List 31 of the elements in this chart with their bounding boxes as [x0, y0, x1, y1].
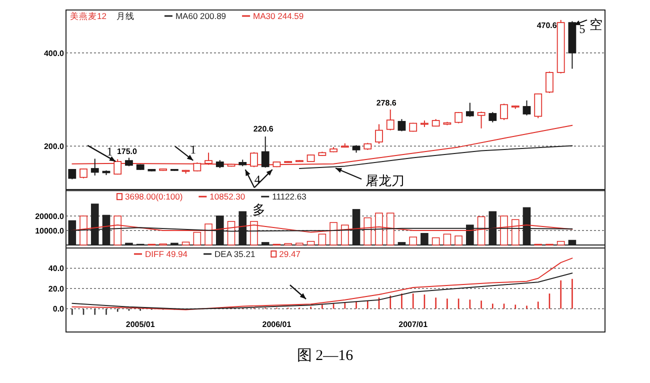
y-tick-label: 200.0 [44, 142, 65, 152]
annotation: 屠龙刀 [366, 173, 405, 188]
annotation: 1 [106, 144, 113, 158]
annotation: 空 [590, 17, 602, 32]
legend-label: MA60 200.89 [175, 11, 226, 21]
y-tick-label: 10000.0 [35, 226, 65, 236]
legend-label: 10852.30 [210, 192, 246, 202]
legend-label: DIFF 49.94 [145, 249, 188, 259]
annotation: 175.0 [116, 146, 138, 156]
annotation: 470.6 [536, 20, 558, 30]
y-tick-label: 20.0 [48, 284, 65, 294]
x-tick-label: 2005/01 [126, 320, 156, 329]
chart-subtitle: 月线 [116, 11, 134, 21]
legend-label: 11122.63 [272, 192, 307, 202]
caption: 图 2—16 [296, 348, 354, 364]
annotation: 220.6 [253, 124, 274, 134]
y-tick-label: 0.0 [52, 304, 65, 314]
y-tick-label: 20000.0 [35, 212, 65, 221]
x-tick-label: 2007/01 [398, 320, 428, 329]
annotation: 5 [579, 22, 586, 36]
y-tick-label: 40.0 [48, 264, 65, 274]
y-tick-label: 400.0 [44, 48, 65, 58]
annotation: 多 [252, 202, 266, 217]
annotation: 278.6 [376, 98, 397, 108]
x-tick-label: 2006/01 [262, 320, 292, 329]
legend-label: 3698.00(0:100) [125, 192, 183, 202]
legend-label: 29.47 [279, 249, 301, 259]
chart-title: 美燕麦12 [70, 11, 107, 21]
legend-label: DEA 35.21 [214, 249, 256, 259]
annotation: 1 [190, 142, 196, 156]
legend-label: MA30 244.59 [253, 11, 304, 21]
